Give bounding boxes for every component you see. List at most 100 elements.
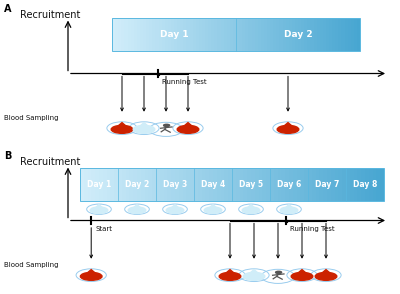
Bar bbox=[365, 168, 369, 201]
Bar bbox=[376, 168, 381, 201]
Polygon shape bbox=[281, 123, 295, 128]
Bar bbox=[282, 18, 286, 51]
Polygon shape bbox=[247, 270, 261, 275]
Polygon shape bbox=[115, 123, 129, 128]
Bar bbox=[156, 168, 160, 201]
Bar bbox=[186, 18, 190, 51]
Bar bbox=[198, 168, 202, 201]
Bar bbox=[369, 168, 373, 201]
Text: Day 8: Day 8 bbox=[353, 180, 377, 189]
Bar bbox=[171, 168, 175, 201]
Bar bbox=[224, 18, 227, 51]
Bar bbox=[228, 168, 232, 201]
Polygon shape bbox=[181, 123, 195, 128]
Bar bbox=[240, 168, 244, 201]
Text: Day 3: Day 3 bbox=[163, 180, 187, 189]
Bar bbox=[190, 168, 194, 201]
Bar bbox=[338, 18, 342, 51]
Circle shape bbox=[90, 207, 108, 213]
Bar bbox=[220, 18, 224, 51]
Text: Day 2: Day 2 bbox=[284, 30, 312, 39]
Bar bbox=[373, 168, 377, 201]
Bar bbox=[183, 18, 187, 51]
Bar bbox=[248, 18, 252, 51]
Bar bbox=[346, 168, 350, 201]
Bar bbox=[308, 168, 312, 201]
Bar bbox=[214, 18, 218, 51]
Bar bbox=[168, 168, 172, 201]
Circle shape bbox=[219, 272, 241, 280]
Bar bbox=[99, 168, 103, 201]
Circle shape bbox=[166, 207, 184, 213]
Bar bbox=[177, 18, 181, 51]
Text: Blood Sampling: Blood Sampling bbox=[4, 115, 58, 121]
Bar bbox=[281, 168, 286, 201]
Bar bbox=[190, 18, 193, 51]
Bar bbox=[155, 18, 159, 51]
Bar bbox=[278, 168, 282, 201]
Bar bbox=[293, 168, 297, 201]
Bar bbox=[344, 18, 348, 51]
Bar bbox=[205, 18, 208, 51]
Bar bbox=[323, 18, 326, 51]
Bar bbox=[168, 18, 171, 51]
Bar bbox=[84, 168, 88, 201]
Polygon shape bbox=[223, 270, 237, 275]
Circle shape bbox=[164, 124, 170, 126]
Circle shape bbox=[276, 271, 282, 273]
Bar bbox=[270, 18, 274, 51]
Bar bbox=[221, 168, 225, 201]
Bar bbox=[262, 168, 266, 201]
Bar bbox=[300, 168, 305, 201]
Bar bbox=[199, 18, 202, 51]
Bar bbox=[218, 18, 221, 51]
Bar bbox=[130, 18, 134, 51]
Bar bbox=[292, 18, 295, 51]
Text: Recruitment: Recruitment bbox=[20, 10, 80, 20]
Bar bbox=[137, 18, 140, 51]
Bar bbox=[186, 168, 191, 201]
Bar bbox=[285, 168, 290, 201]
Bar bbox=[194, 168, 198, 201]
Circle shape bbox=[204, 207, 222, 213]
Circle shape bbox=[242, 207, 260, 213]
Bar bbox=[297, 168, 301, 201]
Bar bbox=[350, 168, 354, 201]
Text: Day 2: Day 2 bbox=[125, 180, 149, 189]
Bar bbox=[342, 168, 346, 201]
Bar bbox=[193, 18, 196, 51]
Bar bbox=[255, 18, 258, 51]
Bar bbox=[334, 168, 339, 201]
Bar bbox=[206, 168, 210, 201]
Bar bbox=[162, 18, 165, 51]
Text: Day 7: Day 7 bbox=[315, 180, 339, 189]
Bar bbox=[251, 168, 255, 201]
Bar bbox=[211, 18, 215, 51]
Bar bbox=[255, 168, 259, 201]
Bar bbox=[110, 168, 115, 201]
Bar bbox=[232, 168, 236, 201]
Bar bbox=[196, 18, 199, 51]
Text: Start: Start bbox=[95, 226, 112, 232]
Bar bbox=[140, 18, 144, 51]
Bar bbox=[301, 18, 305, 51]
Bar bbox=[335, 18, 339, 51]
Text: Day 5: Day 5 bbox=[239, 180, 263, 189]
Bar bbox=[179, 168, 183, 201]
Bar bbox=[224, 168, 228, 201]
Bar bbox=[314, 18, 317, 51]
Text: B: B bbox=[4, 151, 11, 161]
Bar bbox=[112, 18, 360, 51]
Bar bbox=[114, 168, 118, 201]
Bar bbox=[202, 168, 206, 201]
Bar bbox=[274, 168, 278, 201]
Bar bbox=[95, 168, 100, 201]
Text: A: A bbox=[4, 4, 12, 14]
Polygon shape bbox=[137, 123, 151, 128]
Bar bbox=[115, 18, 118, 51]
Bar bbox=[243, 168, 248, 201]
Bar bbox=[160, 168, 164, 201]
Bar bbox=[242, 18, 246, 51]
Bar bbox=[209, 168, 214, 201]
Polygon shape bbox=[169, 205, 181, 210]
